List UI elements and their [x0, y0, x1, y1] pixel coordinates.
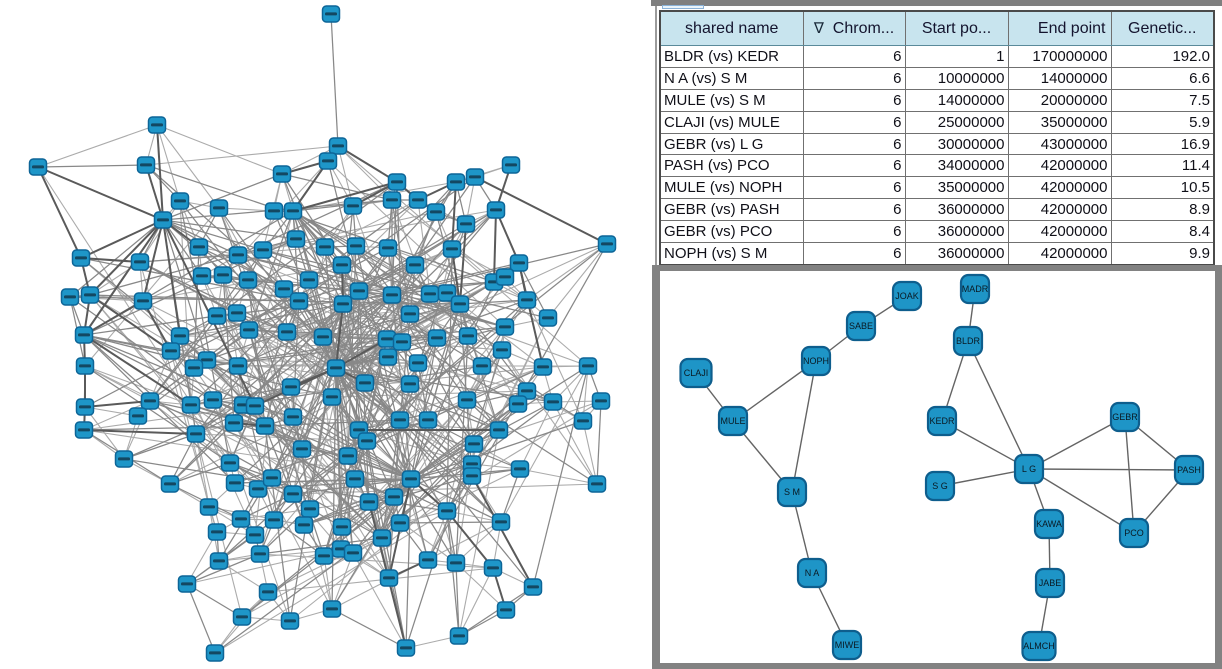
svg-text:NOPH: NOPH	[803, 356, 829, 366]
svg-text:BLDR: BLDR	[956, 336, 981, 346]
svg-text:GEBR: GEBR	[1112, 412, 1138, 422]
svg-text:S G: S G	[932, 481, 948, 491]
svg-text:SABE: SABE	[849, 321, 873, 331]
svg-text:MULE: MULE	[720, 416, 745, 426]
svg-text:ALMCH: ALMCH	[1023, 641, 1055, 651]
svg-text:JABE: JABE	[1039, 578, 1062, 588]
svg-text:MIWE: MIWE	[835, 640, 860, 650]
svg-text:CLAJI: CLAJI	[684, 368, 709, 378]
svg-text:KAWA: KAWA	[1036, 519, 1062, 529]
svg-text:L G: L G	[1022, 464, 1036, 474]
svg-text:PASH: PASH	[1177, 465, 1201, 475]
svg-text:PCO: PCO	[1124, 528, 1144, 538]
svg-text:N A: N A	[805, 568, 820, 578]
svg-text:JOAK: JOAK	[895, 291, 919, 301]
svg-text:KEDR: KEDR	[929, 416, 955, 426]
svg-text:MADR: MADR	[962, 284, 989, 294]
svg-text:S M: S M	[784, 487, 800, 497]
